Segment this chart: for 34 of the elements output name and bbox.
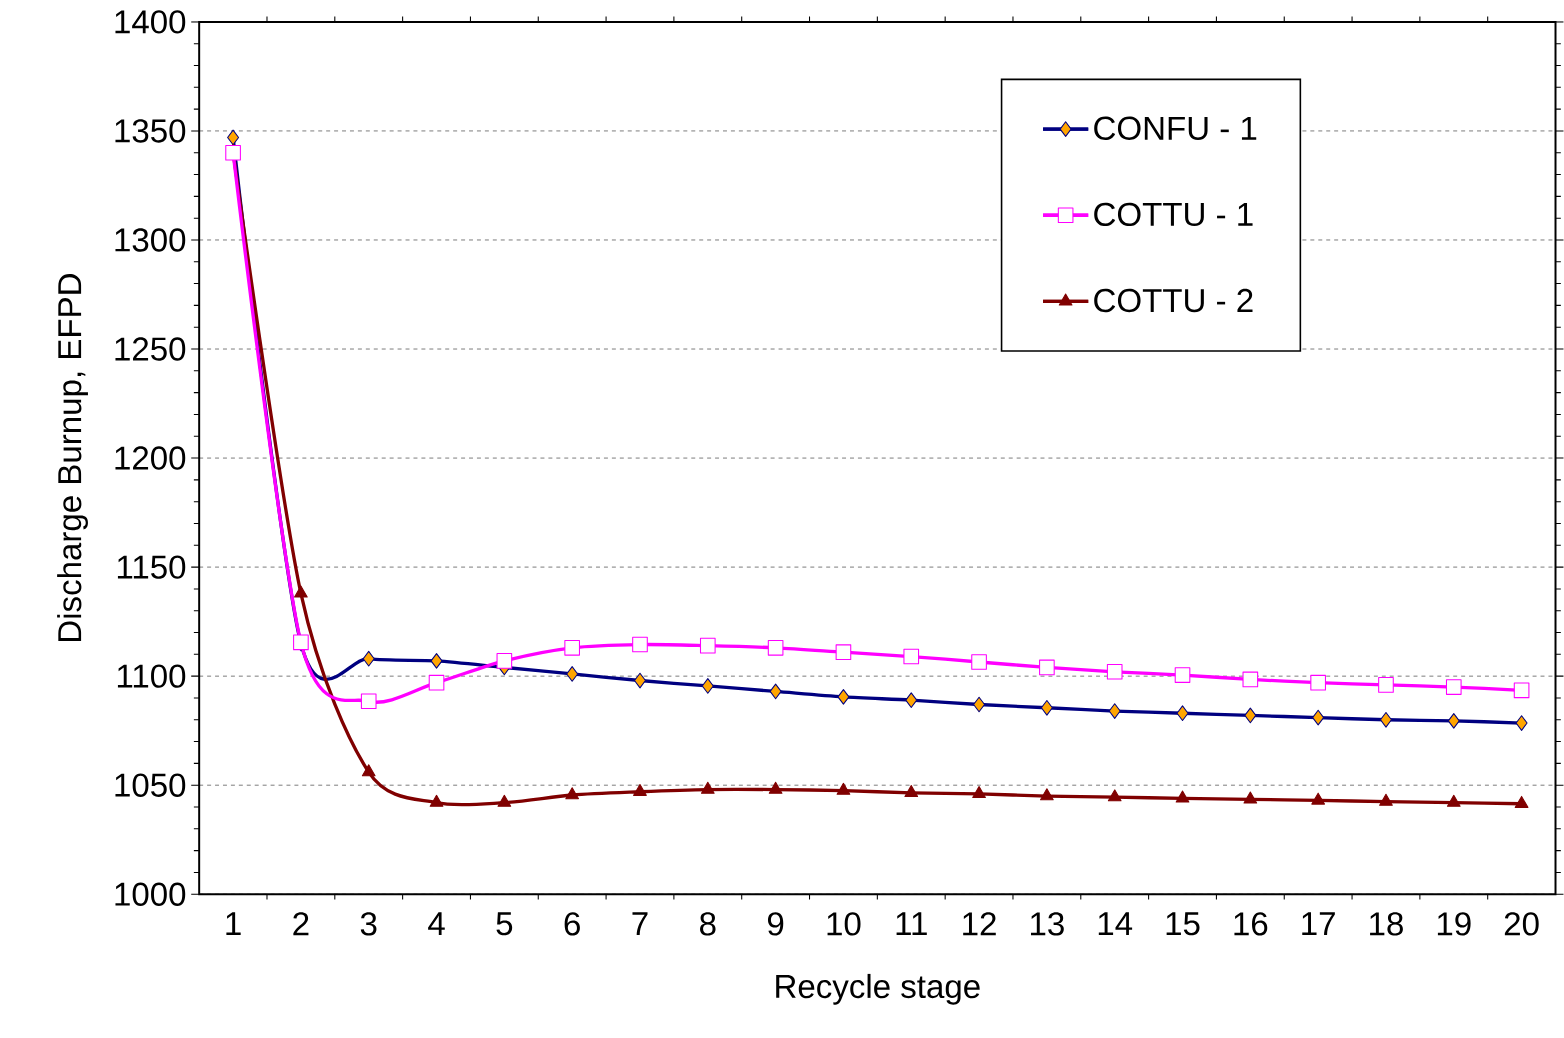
x-tick-label: 10	[827, 912, 861, 936]
x-tick-label: 7	[632, 912, 648, 936]
legend-label: COTTU - 1	[1094, 202, 1253, 227]
x-tick-label: 6	[564, 912, 580, 936]
x-tick-label: 1	[226, 912, 241, 936]
y-tick-label: 1300	[115, 228, 186, 252]
y-tick-label: 1150	[117, 555, 186, 579]
x-tick-label: 20	[1504, 912, 1539, 936]
x-tick-label: 18	[1370, 912, 1403, 936]
legend-label: CONFU - 1	[1094, 116, 1257, 141]
y-tick-label: 1200	[115, 446, 186, 470]
y-tick-label: 1250	[115, 337, 186, 361]
x-tick-label: 11	[896, 912, 927, 936]
x-axis-title: Recycle stage	[776, 974, 980, 1005]
x-tick-label: 12	[963, 912, 996, 936]
x-tick-label: 13	[1031, 912, 1064, 936]
x-tick-label: 19	[1437, 912, 1471, 936]
x-tick-label: 5	[496, 912, 513, 936]
x-tick-label: 17	[1302, 912, 1335, 936]
y-tick-label: 1000	[115, 882, 186, 907]
x-tick-label: 8	[700, 912, 716, 936]
legend-label: COTTU - 2	[1094, 288, 1253, 313]
y-tick-label: 1350	[115, 119, 186, 143]
y-tick-label: 1050	[115, 773, 186, 798]
x-tick-label: 16	[1234, 912, 1268, 936]
x-tick-label: 14	[1098, 912, 1133, 936]
y-axis-title: Discharge Burnup, EFPD	[57, 274, 88, 642]
x-tick-label: 15	[1166, 912, 1200, 936]
y-tick-label: 1100	[117, 664, 186, 689]
x-tick-label: 2	[293, 912, 309, 936]
x-tick-label: 4	[428, 912, 445, 936]
x-tick-label: 3	[360, 912, 377, 936]
x-tick-label: 9	[767, 912, 784, 936]
y-tick-label: 1400	[115, 10, 186, 34]
